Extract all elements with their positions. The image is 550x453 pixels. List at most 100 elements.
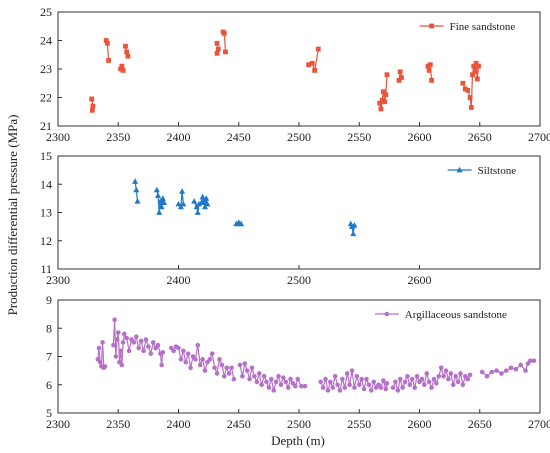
fine-sandstone-point (123, 43, 128, 49)
fine-sandstone-panel: 2300 2350 2400 2450 2500 2550 2600 2650 2700 21 22… (40, 5, 550, 144)
argillaceous-sandstone-point (347, 382, 352, 388)
fine-sandstone-point (377, 100, 383, 106)
argillaceous-sandstone-legend-marker (384, 311, 390, 317)
argillaceous-sandstone-point (195, 342, 201, 348)
argillaceous-sandstone-point (143, 337, 149, 342)
fine-sandstone-point (306, 62, 312, 68)
fine-sandstone-point (396, 78, 402, 83)
argillaceous-sandstone-point (361, 386, 367, 392)
siltstone-point (191, 198, 198, 204)
fine-sandstone-point (223, 49, 228, 55)
argillaceous-sandstone-point (320, 385, 326, 390)
fine-sandstone-point (470, 72, 475, 78)
argillaceous-sandstone-point (436, 373, 442, 379)
argillaceous-sandstone-x-tick-label: 2700 (528, 417, 550, 431)
argillaceous-sandstone-y-tick-label: 9 (46, 293, 52, 307)
argillaceous-sandstone-point (441, 373, 446, 379)
argillaceous-sandstone-point (247, 376, 252, 382)
argillaceous-sandstone-point (126, 348, 132, 354)
argillaceous-sandstone-point (96, 345, 102, 351)
argillaceous-sandstone-point (146, 344, 151, 349)
argillaceous-sandstone-point (465, 376, 471, 382)
fine-sandstone-point (474, 76, 480, 82)
argillaceous-sandstone-point (344, 371, 350, 376)
fine-sandstone-point (106, 58, 112, 63)
argillaceous-sandstone-point (422, 382, 427, 388)
argillaceous-sandstone-point (111, 342, 116, 348)
fine-sandstone-x-tick-label: 2650 (468, 130, 492, 144)
argillaceous-sandstone-point (293, 383, 298, 389)
argillaceous-sandstone-point (429, 385, 434, 390)
argillaceous-sandstone-point (114, 337, 120, 342)
argillaceous-sandstone-point (266, 385, 272, 390)
argillaceous-sandstone-point (102, 364, 108, 369)
argillaceous-sandstone-point (337, 388, 343, 393)
argillaceous-sandstone-point (518, 362, 524, 368)
siltstone-x-tick-label: 2400 (167, 273, 191, 287)
argillaceous-sandstone-point (252, 373, 257, 379)
argillaceous-sandstone-point (100, 340, 105, 345)
argillaceous-sandstone-y-tick-label: 8 (46, 321, 52, 335)
siltstone-x-tick-label: 2500 (287, 273, 311, 287)
fine-sandstone-x-tick-label: 2550 (347, 130, 371, 144)
argillaceous-sandstone-point (138, 338, 144, 344)
siltstone-point (159, 195, 166, 201)
argillaceous-sandstone-x-tick-label: 2400 (167, 417, 191, 431)
argillaceous-sandstone-point (446, 376, 451, 382)
argillaceous-sandstone-point (431, 376, 437, 382)
argillaceous-sandstone-x-tick-label: 2450 (227, 417, 251, 431)
siltstone-point (157, 198, 164, 204)
argillaceous-sandstone-point (378, 385, 384, 390)
siltstone-panel: 2300 2400 2500 2600 11 12 13 14 15 Siltstone (40, 149, 541, 287)
argillaceous-sandstone-point (188, 365, 193, 371)
argillaceous-sandstone-point (448, 371, 454, 376)
argillaceous-sandstone-point (271, 388, 276, 393)
argillaceous-sandstone-point (115, 330, 121, 335)
argillaceous-sandstone-point (185, 351, 191, 356)
fine-sandstone-y-tick-label: 21 (40, 119, 52, 133)
argillaceous-sandstone-point (121, 331, 127, 337)
argillaceous-sandstone-x-tick-label: 2650 (468, 417, 492, 431)
argillaceous-sandstone-point (340, 376, 345, 382)
fine-sandstone-x-tick-label: 2400 (167, 130, 191, 144)
fine-sandstone-y-tick-label: 23 (40, 62, 52, 76)
argillaceous-sandstone-point (453, 373, 458, 379)
argillaceous-sandstone-point (438, 365, 444, 371)
siltstone-point (203, 195, 210, 201)
argillaceous-sandstone-x-tick-label: 2550 (347, 417, 371, 431)
argillaceous-sandstone-point (402, 379, 408, 385)
argillaceous-sandstone-point (159, 362, 164, 368)
fine-sandstone-point (89, 96, 95, 102)
argillaceous-sandstone-point (212, 365, 217, 371)
fine-sandstone-point (105, 40, 110, 46)
fine-sandstone-series-line (308, 49, 319, 71)
siltstone-point (177, 203, 184, 210)
fine-sandstone-point (118, 66, 124, 72)
fine-sandstone-legend-marker (429, 23, 434, 29)
argillaceous-sandstone-point (278, 382, 284, 388)
argillaceous-sandstone-point (214, 371, 220, 376)
fine-sandstone-legend: Fine sandstone (419, 21, 516, 33)
argillaceous-sandstone-point (207, 357, 213, 362)
argillaceous-sandstone-panel: 2300 2350 2400 2450 2500 2550 2600 2650 2700 5 6 7 8… (46, 293, 550, 431)
argillaceous-sandstone-x-tick-label: 2350 (106, 417, 130, 431)
argillaceous-sandstone-point (400, 385, 405, 390)
fine-sandstone-x-tick-label: 2700 (528, 130, 550, 144)
siltstone-y-tick-label: 14 (40, 177, 52, 191)
argillaceous-sandstone-point (460, 382, 466, 388)
argillaceous-sandstone-point (209, 351, 215, 356)
argillaceous-sandstone-point (183, 359, 189, 365)
siltstone-point (175, 200, 182, 207)
argillaceous-sandstone-point (155, 342, 161, 348)
siltstone-point (195, 200, 202, 207)
argillaceous-sandstone-point (244, 368, 250, 373)
fine-sandstone-point (473, 60, 479, 66)
argillaceous-sandstone-point (160, 349, 166, 355)
fine-sandstone-point (467, 95, 473, 100)
fine-sandstone-point (103, 38, 109, 43)
argillaceous-sandstone-point (419, 376, 425, 382)
fine-sandstone-legend-label: Fine sandstone (450, 21, 516, 33)
argillaceous-sandstone-x-tick-label: 2500 (287, 417, 311, 431)
fine-sandstone-x-tick-label: 2450 (227, 130, 251, 144)
fine-sandstone-point (468, 105, 474, 110)
